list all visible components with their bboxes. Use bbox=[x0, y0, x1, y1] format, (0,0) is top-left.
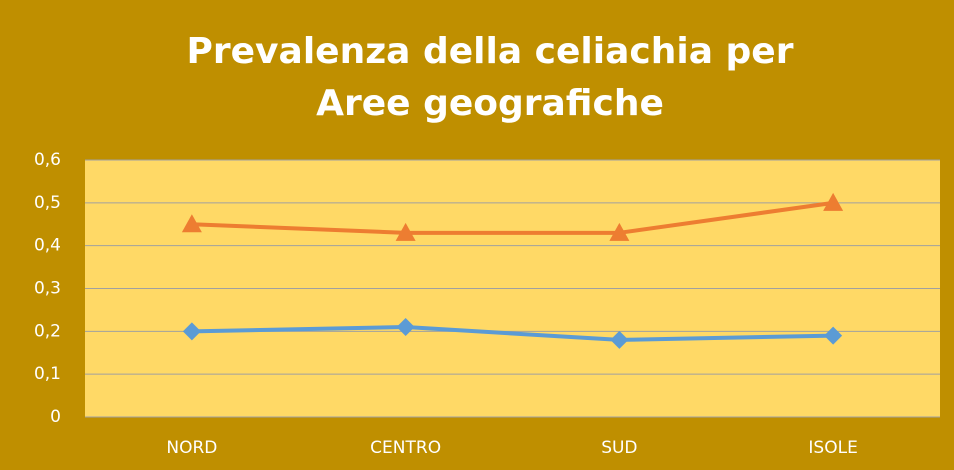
y-tick-label: 0,2 bbox=[34, 321, 61, 341]
point bbox=[181, 214, 202, 233]
y-tick-label: 0,6 bbox=[34, 150, 61, 170]
point bbox=[182, 322, 201, 341]
y-tick-label: 0 bbox=[50, 407, 61, 427]
y-tick-label: 0,5 bbox=[34, 193, 61, 213]
point bbox=[609, 222, 630, 241]
y-tick-label: 0,3 bbox=[34, 279, 61, 299]
point bbox=[396, 318, 415, 337]
series-line bbox=[191, 325, 834, 342]
point bbox=[824, 326, 843, 345]
x-tick-label: SUD bbox=[601, 438, 637, 458]
x-tick-label: NORD bbox=[166, 438, 217, 458]
point bbox=[395, 222, 416, 241]
x-tick-label: ISOLE bbox=[808, 438, 857, 458]
x-tick-label: CENTRO bbox=[370, 438, 441, 458]
series-line bbox=[191, 200, 834, 235]
y-tick-label: 0,1 bbox=[34, 364, 61, 384]
y-tick-label: 0,4 bbox=[34, 236, 61, 256]
point bbox=[610, 330, 629, 349]
point bbox=[823, 192, 844, 211]
chart-title: Prevalenza della celiachia per Aree geog… bbox=[186, 31, 794, 124]
